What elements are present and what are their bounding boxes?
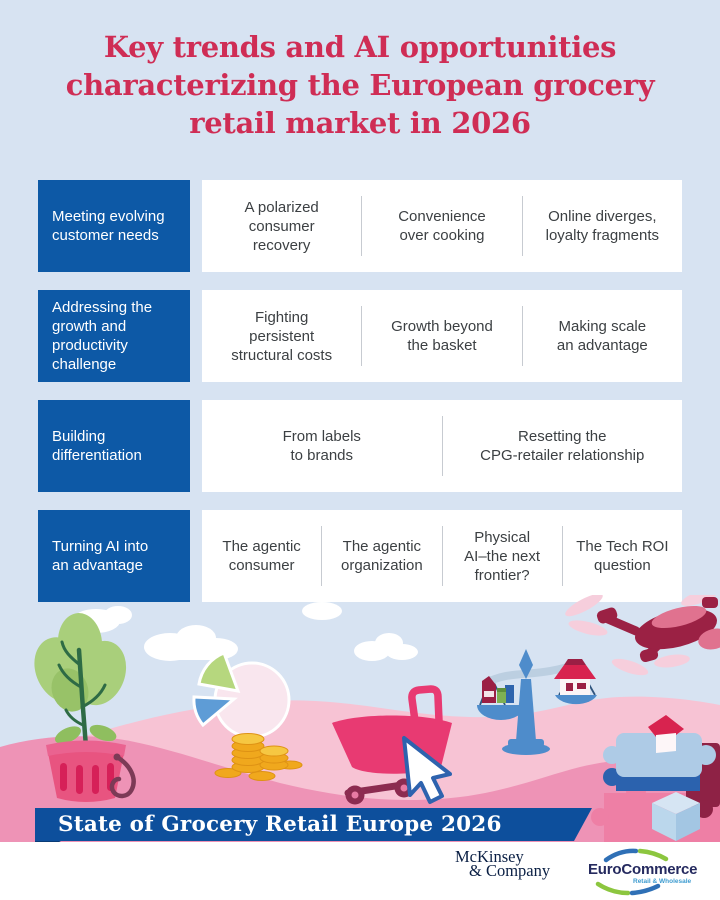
- divider: [361, 306, 363, 366]
- mckinsey-logo: McKinsey & Company: [455, 847, 551, 880]
- divider: [361, 196, 363, 256]
- row-card: A polarized consumer recovery Convenienc…: [202, 180, 682, 272]
- trend-row-customer-needs: Meeting evolving customer needs A polari…: [38, 180, 682, 272]
- divider: [521, 196, 523, 256]
- title-line-3: retail market in 2026: [189, 106, 531, 140]
- trend-item: A polarized consumer recovery: [244, 198, 319, 254]
- trend-item: The agentic organization: [341, 538, 423, 574]
- divider: [441, 526, 443, 586]
- title-line-2: characterizing the European grocery: [65, 68, 655, 102]
- trend-item: The Tech ROI question: [576, 538, 669, 574]
- row-label: Addressing the growth and productivity c…: [38, 290, 190, 382]
- puzzle-pieces-icon: [591, 715, 720, 843]
- trend-item: From labels to brands: [282, 428, 361, 464]
- mckinsey-logo-line1: McKinsey: [455, 847, 524, 866]
- row-card: Fighting persistent structural costs Gro…: [202, 290, 682, 382]
- trend-row-differentiation: Building differentiation From labels to …: [38, 400, 682, 492]
- mckinsey-logo-line2: & Company: [469, 861, 551, 880]
- delivery-drone-icon: [565, 595, 720, 676]
- divider: [321, 526, 323, 586]
- row-card: The agentic consumer The agentic organiz…: [202, 510, 682, 602]
- footer: McKinsey & Company EuroCommerce Retail &…: [0, 842, 720, 900]
- trend-row-ai-advantage: Turning AI into an advantage The agentic…: [38, 510, 682, 602]
- balance-scale-icon: [477, 649, 597, 755]
- cloud-icon: [72, 602, 418, 661]
- trend-item: Online diverges, loyalty fragments: [545, 208, 660, 244]
- divider: [521, 306, 523, 366]
- eurocommerce-arcs-icon: [595, 848, 669, 896]
- title-line-1: Key trends and AI opportunities: [103, 30, 617, 64]
- eurocommerce-logo: EuroCommerce Retail & Wholesale: [586, 848, 712, 896]
- page-title: Key trends and AI opportunities characte…: [0, 28, 720, 142]
- trend-item: Fighting persistent structural costs: [231, 308, 333, 364]
- row-label: Building differentiation: [38, 400, 190, 492]
- trend-row-growth-productivity: Addressing the growth and productivity c…: [38, 290, 682, 382]
- trend-item: Making scale an advantage: [556, 318, 648, 354]
- house-cube-icon: [652, 792, 700, 841]
- eurocommerce-name: EuroCommerce: [588, 861, 698, 878]
- banner-title: State of Grocery Retail Europe 2026: [58, 812, 502, 837]
- row-card: From labels to brands Resetting the CPG-…: [202, 400, 682, 492]
- plant-in-basket-icon: [34, 613, 136, 802]
- trend-rows: Meeting evolving customer needs A polari…: [38, 180, 682, 602]
- eurocommerce-tagline: Retail & Wholesale: [633, 878, 692, 885]
- row-label: Meeting evolving customer needs: [38, 180, 190, 272]
- divider: [441, 416, 443, 476]
- cursor-arrow-icon: [402, 736, 452, 804]
- trend-item: Growth beyond the basket: [391, 318, 493, 354]
- row-label: Turning AI into an advantage: [38, 510, 190, 602]
- trend-item: Convenience over cooking: [398, 208, 486, 244]
- divider: [561, 526, 563, 586]
- trend-item: The agentic consumer: [222, 538, 301, 574]
- trend-item: Resetting the CPG-retailer relationship: [480, 428, 645, 464]
- coin-stack-icon: [214, 733, 303, 781]
- trend-item: Physical AI–the next frontier?: [464, 528, 541, 584]
